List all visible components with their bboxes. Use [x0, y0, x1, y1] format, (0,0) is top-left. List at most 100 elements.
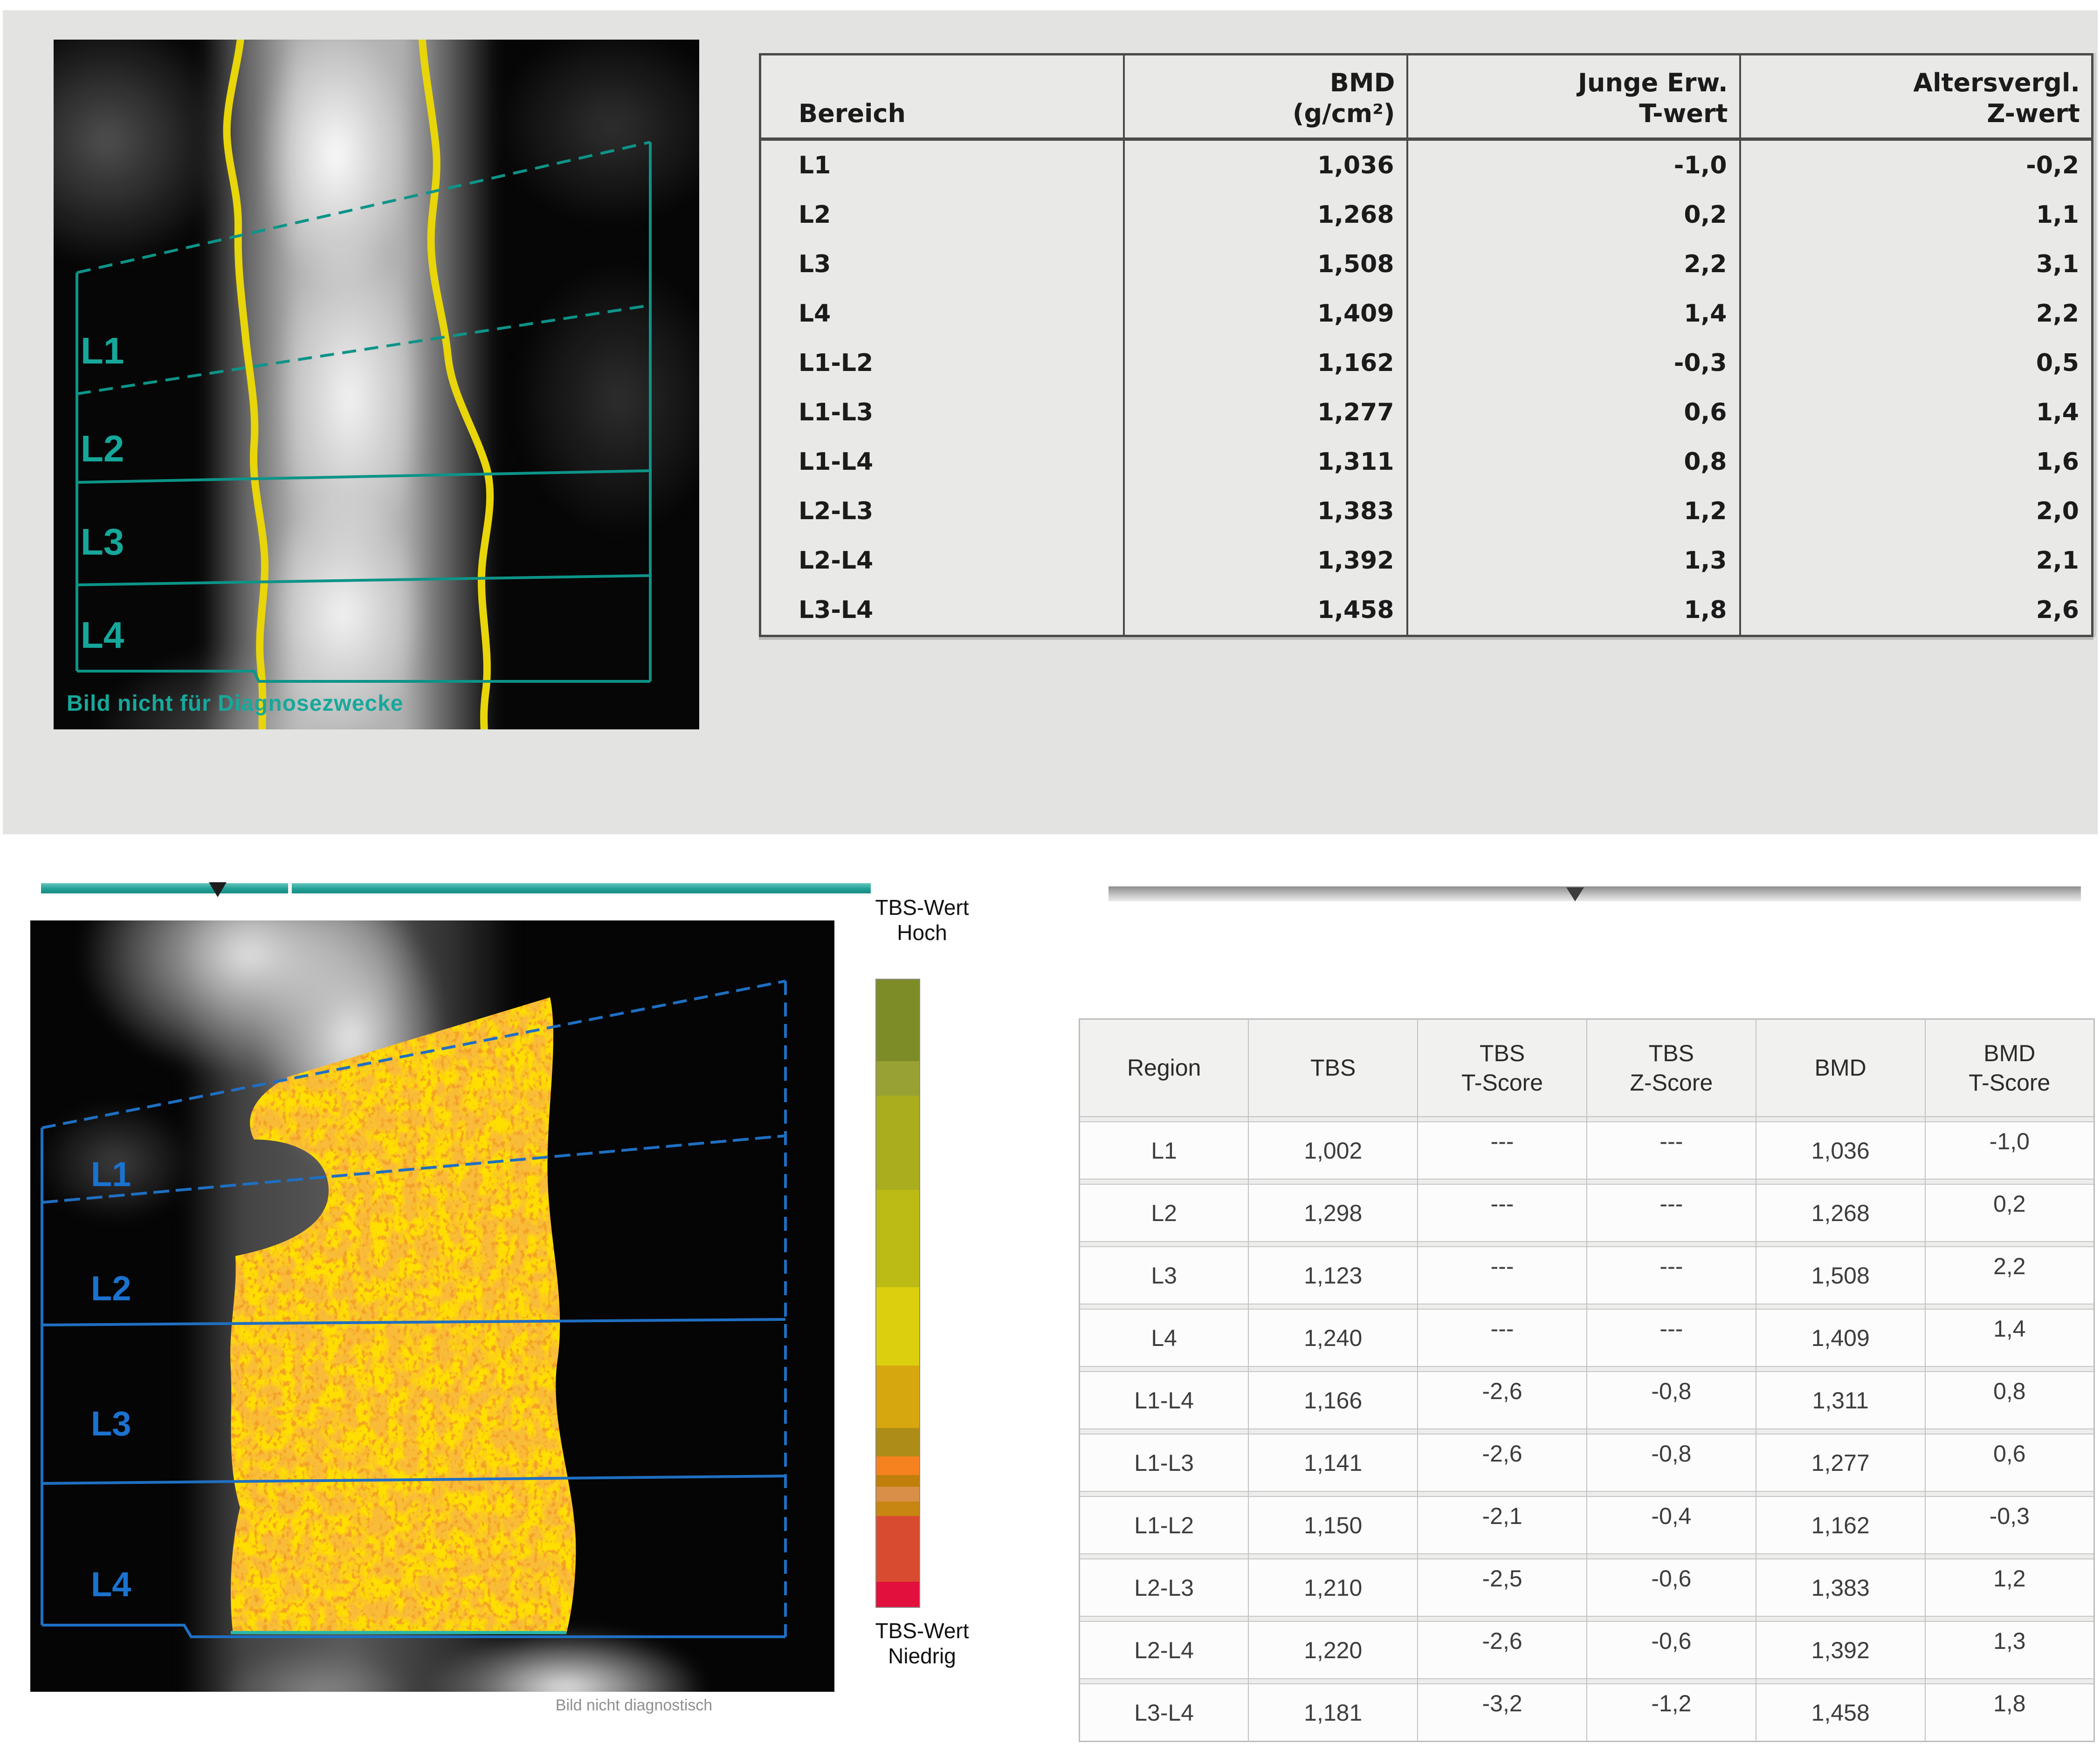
value-cell: 1,409: [1755, 1309, 1926, 1366]
value-cell: 1,162: [1755, 1496, 1926, 1554]
value-cell: 1,508: [1755, 1247, 1926, 1304]
value-cell: 0,5: [1739, 338, 2093, 388]
value-cell: ---: [1586, 1122, 1756, 1179]
bone-contour-left: [223, 40, 269, 729]
region-cell: L3-L4: [799, 596, 874, 624]
region-cell: L1: [1079, 1122, 1249, 1179]
value-cell: 2,2: [1739, 288, 2093, 338]
tbs-table-row: L4 1,240 --- --- 1,409 1,4: [1079, 1309, 2095, 1366]
region-cell: L2: [799, 200, 831, 229]
value-cell: 1,392: [1755, 1621, 1926, 1679]
value-cell: 1,383: [1122, 486, 1407, 536]
value-cell: 1,3: [1406, 535, 1740, 585]
region-cell: L1-L3: [799, 398, 874, 426]
value-cell: 3,1: [1739, 239, 2093, 289]
value-cell: 1,4: [1924, 1309, 2095, 1366]
value-cell: 1,220: [1248, 1621, 1418, 1679]
value-cell: 1,2: [1924, 1559, 2095, 1616]
scale-label-low: TBS-Wert Niedrig: [875, 1619, 969, 1668]
tbs-results-table: Region TBS TBS T-Score TBS Z-Score BMD BMD T-…: [1079, 1018, 2095, 1742]
tbs-table-row: L1-L4 1,166 -2,6 -0,8 1,311 0,8: [1079, 1372, 2095, 1429]
value-cell: 1,311: [1755, 1372, 1926, 1429]
scale-segment: [876, 1095, 919, 1190]
region-cell: L4: [1079, 1309, 1249, 1366]
region-cell: L2: [1079, 1184, 1249, 1242]
tbs-col-header: Region: [1079, 1018, 1249, 1117]
value-cell: 1,240: [1248, 1309, 1418, 1366]
region-cell: L1-L4: [1079, 1372, 1249, 1429]
region-cell: L4: [799, 299, 831, 328]
value-cell: 1,277: [1755, 1434, 1926, 1491]
value-cell: 1,8: [1924, 1684, 2095, 1742]
row-separator: [1079, 1241, 2095, 1247]
tbs-spine-image: L1 L2 L3 L4: [30, 920, 834, 1692]
value-cell: ---: [1417, 1122, 1587, 1179]
value-cell: 0,6: [1924, 1434, 2095, 1491]
row-separator: [1079, 1553, 2095, 1559]
region-cell: L1: [799, 151, 831, 179]
tbs-table-row: L2 1,298 --- --- 1,268 0,2: [1079, 1184, 2095, 1242]
value-cell: 1,4: [1406, 288, 1740, 338]
value-cell: ---: [1586, 1309, 1756, 1366]
bmd-table-row: L1-L4 1,311 0,8 1,6: [760, 437, 2093, 487]
dxa-spine-image: L1 L2 L3 L4 Bild nicht für Diagnosezweck…: [54, 40, 699, 729]
scale-segment: [876, 1428, 919, 1456]
scale-segment: [876, 1516, 919, 1582]
bmd-table-row: L3-L4 1,458 1,8 2,6: [760, 585, 2093, 636]
col-header-bereich: Bereich: [760, 54, 1124, 141]
value-cell: 1,392: [1122, 535, 1407, 585]
value-cell: -0,6: [1586, 1559, 1756, 1616]
roi-grid: [76, 141, 652, 683]
value-cell: 1,409: [1122, 288, 1407, 338]
tbs-table-row: L3-L4 1,181 -3,2 -1,2 1,458 1,8: [1079, 1684, 2095, 1742]
value-cell: 1,268: [1755, 1184, 1926, 1242]
tbs-roi-overlay: L1 L2 L3 L4: [41, 980, 787, 1638]
col-header-bmd: BMD (g/cm²): [1122, 54, 1407, 141]
tbs-table-row: L1-L2 1,150 -2,1 -0,4 1,162 -0,3: [1079, 1496, 2095, 1554]
roi-grid: [41, 980, 787, 1638]
value-cell: ---: [1586, 1184, 1756, 1242]
tbs-col-header: BMD T-Score: [1924, 1018, 2095, 1117]
bmd-table-row: L3 1,508 2,2 3,1: [760, 239, 2093, 289]
region-cell: L1-L3: [1079, 1434, 1249, 1491]
tbs-table-row: L2-L3 1,210 -2,5 -0,6 1,383 1,2: [1079, 1559, 2095, 1616]
bmd-results-table: Bereich BMD (g/cm²) Junge Erw. T-wert Al…: [759, 53, 2093, 637]
region-cell: L3: [1079, 1247, 1249, 1304]
scale-segment: [876, 1189, 919, 1287]
value-cell: 0,2: [1406, 190, 1740, 240]
value-cell: -1,0: [1924, 1122, 2095, 1179]
scale-segment: [876, 1287, 919, 1366]
tbs-col-header: TBS T-Score: [1417, 1018, 1587, 1117]
value-cell: 0,6: [1406, 387, 1740, 437]
value-cell: ---: [1417, 1184, 1587, 1242]
bmd-header-row: Bereich BMD (g/cm²) Junge Erw. T-wert Al…: [760, 54, 2093, 141]
value-cell: 1,1: [1739, 190, 2093, 240]
region-cell: L2-L4: [799, 546, 874, 575]
value-cell: 1,458: [1755, 1684, 1926, 1742]
value-cell: -0,3: [1406, 338, 1740, 388]
value-cell: 1,036: [1122, 139, 1407, 190]
value-cell: -0,2: [1739, 139, 2093, 190]
bmd-table-row: L2 1,268 0,2 1,1: [760, 190, 2093, 240]
value-cell: -2,5: [1417, 1559, 1587, 1616]
scale-segment: [876, 1486, 919, 1502]
row-separator: [1079, 1116, 2095, 1122]
value-cell: -2,6: [1417, 1434, 1587, 1491]
value-cell: -1,0: [1406, 139, 1740, 190]
roi-label-l4: L4: [81, 614, 124, 656]
row-separator: [1079, 1678, 2095, 1684]
bmd-table-row: L2-L4 1,392 1,3 2,1: [760, 535, 2093, 585]
scale-segment: [876, 1475, 919, 1487]
value-cell: -0,8: [1586, 1434, 1756, 1491]
image-disclaimer: Bild nicht für Diagnosezwecke: [67, 691, 404, 716]
value-cell: 2,0: [1739, 486, 2093, 536]
left-section-header-bar: [41, 883, 871, 893]
value-cell: 1,383: [1755, 1559, 1926, 1616]
value-cell: 1,8: [1406, 585, 1740, 636]
region-cell: L2-L4: [1079, 1621, 1249, 1679]
value-cell: 1,150: [1248, 1496, 1418, 1554]
value-cell: 1,002: [1248, 1122, 1418, 1179]
scale-segment: [876, 980, 919, 1061]
roi-label-l4: L4: [91, 1565, 131, 1604]
row-separator: [1079, 1366, 2095, 1372]
